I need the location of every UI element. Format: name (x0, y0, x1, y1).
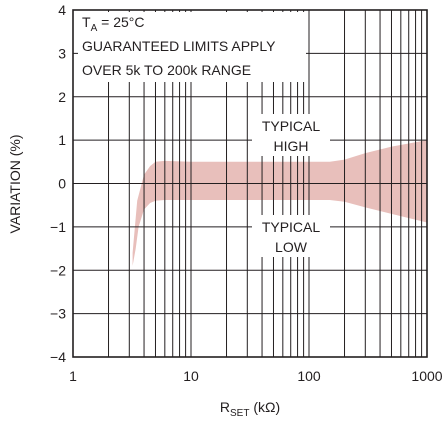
y-tick-label: −1 (50, 219, 66, 235)
annotation-background (252, 215, 330, 257)
x-tick-label: 1 (69, 368, 77, 384)
annotation-background (252, 114, 330, 156)
y-tick-label: 4 (58, 2, 66, 18)
tick-label-layer: −4 −3 −2 −1 0 1 2 3 4 1 10 100 1000 (50, 2, 443, 384)
y-tick-label: −4 (50, 349, 66, 365)
plot-frame (72, 9, 428, 358)
variation-band (132, 140, 427, 266)
x-axis-title-main: R (220, 399, 230, 415)
y-tick-label: 0 (58, 176, 66, 192)
annotation-typical-high-line1: TYPICAL (262, 118, 321, 134)
ta-subscript: A (91, 23, 98, 34)
band-layer (132, 140, 427, 266)
annotation-conditions-line1: TA = 25°C (82, 14, 144, 34)
x-axis-title-sub: SET (230, 408, 249, 419)
y-axis-title: VARIATION (%) (7, 134, 23, 233)
x-axis-title: RSET (kΩ) (220, 399, 280, 419)
annotation-background (78, 12, 306, 82)
x-axis-title-unit: (kΩ) (249, 399, 280, 415)
annotation-typical-low-line1: TYPICAL (262, 219, 321, 235)
label-background-layer (78, 12, 330, 257)
y-tick-label: 1 (58, 132, 66, 148)
y-tick-label: 2 (58, 89, 66, 105)
ta-value: = 25°C (97, 14, 144, 30)
annotation-conditions-line2: GUARANTEED LIMITS APPLY (82, 38, 276, 54)
annotation-typical-low-line2: LOW (275, 239, 308, 255)
x-tick-label: 10 (183, 368, 199, 384)
annotation-typical-high-line2: HIGH (274, 138, 309, 154)
y-tick-label: −2 (50, 262, 66, 278)
x-tick-label: 1000 (411, 368, 442, 384)
y-tick-label: −3 (50, 306, 66, 322)
annotation-conditions-line3: OVER 5k TO 200k RANGE (82, 62, 251, 78)
ta-symbol: T (82, 14, 91, 30)
y-tick-label: 3 (58, 45, 66, 61)
x-tick-label: 100 (297, 368, 321, 384)
